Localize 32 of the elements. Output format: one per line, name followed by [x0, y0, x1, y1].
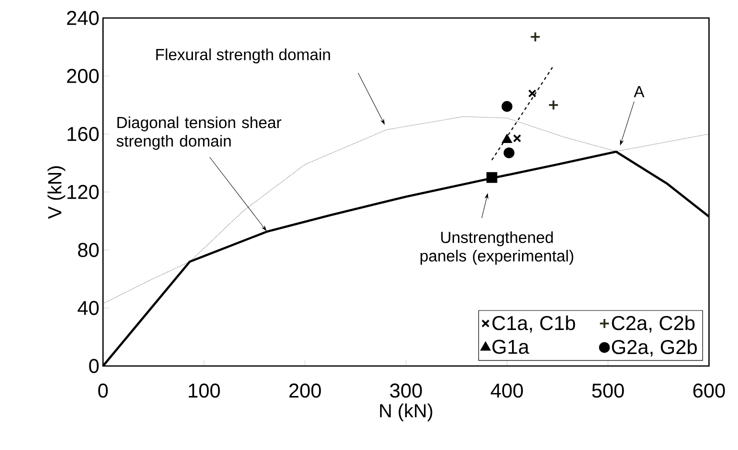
annotation: Diagonal tension shear strength domain [116, 116, 282, 150]
y-tick-label: 80 [78, 242, 99, 258]
x-axis-title: N (kN) [380, 404, 432, 422]
y-tick-label: 240 [67, 10, 99, 26]
annotation: Unstrengthened panels (experimental) [420, 231, 574, 265]
y-tick-label: 160 [68, 126, 99, 142]
x-tick-label: 300 [390, 384, 422, 398]
x-tick-label: 400 [490, 384, 523, 398]
point [502, 101, 512, 112]
legend-label: G1a [492, 340, 530, 354]
point [548, 100, 559, 110]
point [530, 31, 541, 42]
y-tick-label: 120 [68, 184, 99, 200]
point [502, 134, 512, 143]
x-tick-label: 100 [188, 384, 220, 398]
annotation: Flexural strength domain [156, 48, 330, 64]
point [513, 134, 522, 142]
x-tick-label: 200 [289, 384, 321, 398]
point [486, 172, 498, 183]
x-tick-label: 600 [693, 384, 725, 398]
y-tick-label: 0 [89, 358, 99, 374]
legend-label: G2a, G2b [612, 339, 697, 357]
y-tick-label: 200 [67, 68, 99, 84]
legend-label: C1a, C1b [492, 315, 576, 333]
legend-label: C2a, C2b [612, 315, 695, 333]
point [504, 147, 514, 158]
x-tick-label: 0 [98, 384, 108, 398]
point [528, 89, 536, 98]
x-tick-label: 500 [592, 384, 624, 398]
y-axis-title: V (kN) [48, 166, 66, 219]
y-tick-label: 40 [78, 300, 99, 316]
annotation: A [634, 86, 644, 98]
